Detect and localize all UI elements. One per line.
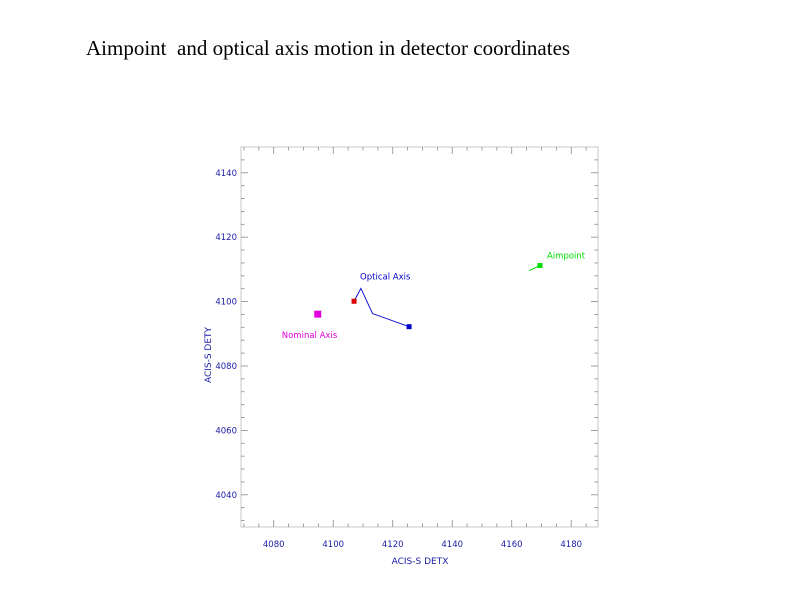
- x-tick-label: 4100: [322, 540, 344, 550]
- plot-frame: [240, 146, 599, 528]
- x-tick-label: 4080: [263, 540, 285, 550]
- nominal-axis-marker: [314, 310, 322, 318]
- optical-axis-path: [353, 287, 410, 328]
- y-tick-label: 4060: [215, 426, 237, 436]
- aimpoint-label: Aimpoint: [547, 252, 586, 262]
- y-tick-label: 4140: [215, 169, 237, 179]
- x-tick-label: 4140: [441, 540, 463, 550]
- y-tick-label: 4100: [215, 298, 237, 308]
- data-marks: [314, 263, 543, 330]
- series-labels: Optical Axis Aimpoint Nominal Axis: [282, 252, 586, 342]
- page-title: Aimpoint and optical axis motion in dete…: [86, 36, 571, 60]
- x-tick-label: 4120: [382, 540, 404, 550]
- nominal-axis-label: Nominal Axis: [282, 331, 338, 341]
- aimpoint-marker: [537, 263, 543, 269]
- x-axis-label: ACIS-S DETX: [392, 557, 449, 567]
- x-tick-label: 4160: [501, 540, 523, 550]
- y-axis-label: ACIS-S DETY: [204, 326, 214, 383]
- optical-axis-end-marker: [406, 324, 412, 330]
- x-tick-label: 4180: [560, 540, 582, 550]
- y-tick-label: 4120: [215, 233, 237, 243]
- axis-ticks: 4080 4100 4120 4140 4160 4180 4040 4060 4080 4100…: [215, 147, 598, 550]
- y-tick-label: 4080: [215, 362, 237, 372]
- optical-axis-label: Optical Axis: [360, 272, 411, 282]
- y-tick-label: 4040: [215, 491, 237, 501]
- optical-axis-start-marker: [351, 298, 357, 304]
